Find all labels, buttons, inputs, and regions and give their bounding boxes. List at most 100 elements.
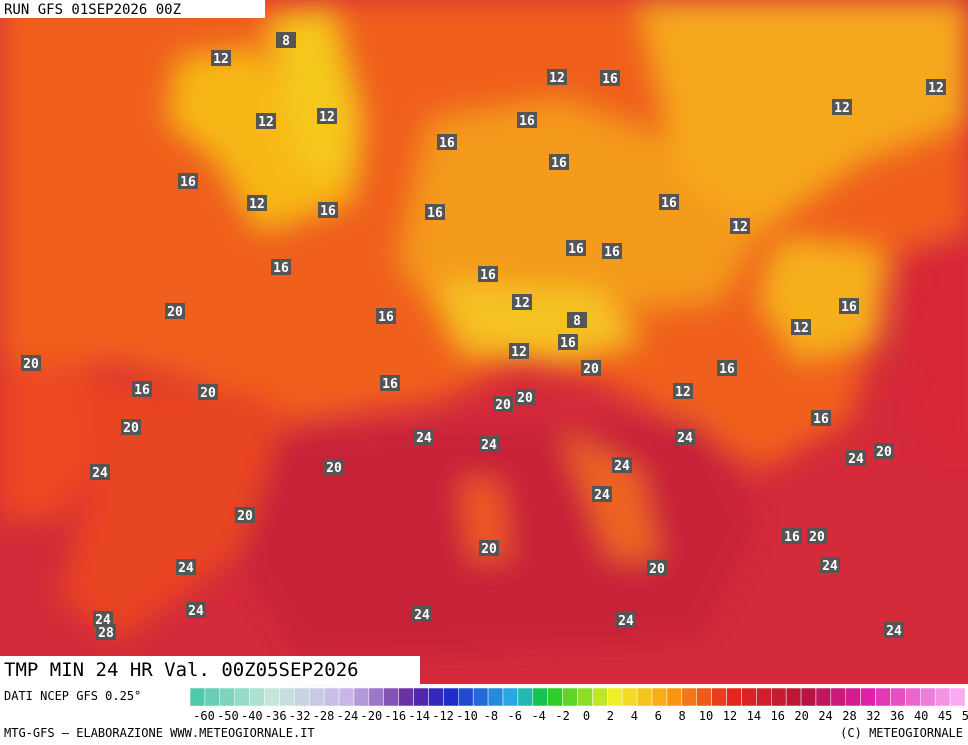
map-label: 16 xyxy=(719,362,735,377)
label-box xyxy=(493,396,513,412)
label-box xyxy=(884,622,904,638)
map-label: 16 xyxy=(604,245,620,260)
colorbar-swatch xyxy=(711,687,727,707)
label-box xyxy=(318,202,338,218)
colorbar-label: 8 xyxy=(679,709,686,723)
label-box xyxy=(811,410,831,426)
label-box xyxy=(782,528,802,544)
colorbar-swatch xyxy=(815,687,832,707)
map-label: 28 xyxy=(98,626,114,641)
colorbar-swatch xyxy=(592,687,608,707)
map-label: 24 xyxy=(822,559,838,574)
map-label: 12 xyxy=(213,52,229,67)
label-box xyxy=(186,602,206,618)
map-label: 12 xyxy=(511,345,527,360)
label-box xyxy=(509,343,529,359)
colorbar-label: -24 xyxy=(337,709,359,723)
colorbar-label: 36 xyxy=(890,709,904,723)
map-label: 16 xyxy=(427,206,443,221)
title-box xyxy=(0,656,420,684)
map-label: 20 xyxy=(495,398,511,413)
colorbar-label: -14 xyxy=(408,709,430,723)
map-label: 12 xyxy=(834,101,850,116)
map-label: 12 xyxy=(319,110,335,125)
label-box xyxy=(121,419,141,435)
colorbar-swatch xyxy=(398,687,414,707)
colorbar-swatch xyxy=(636,687,653,707)
colorbar-label: 40 xyxy=(914,709,928,723)
colorbar-swatch xyxy=(696,687,712,707)
label-box xyxy=(425,204,445,220)
map-label: 24 xyxy=(416,431,432,446)
colorbar-swatch xyxy=(830,687,847,707)
colorbar-swatch xyxy=(726,687,742,707)
colorbar-swatch xyxy=(875,687,891,707)
label-box xyxy=(846,450,866,466)
map-label: 24 xyxy=(618,614,634,629)
label-box xyxy=(600,70,620,86)
map-label: 12 xyxy=(675,385,691,400)
colorbar-swatch xyxy=(443,687,459,707)
colorbar-label: -10 xyxy=(456,709,478,723)
map-label: 16 xyxy=(378,310,394,325)
colorbar-label: -28 xyxy=(313,709,335,723)
colorbar-swatch xyxy=(353,687,370,707)
label-box xyxy=(276,32,296,48)
map-label: 16 xyxy=(661,196,677,211)
label-box xyxy=(96,624,116,640)
colorbar-swatch xyxy=(472,687,489,707)
colorbar-swatch xyxy=(934,687,951,707)
label-box xyxy=(256,113,276,129)
colorbar-label: -8 xyxy=(484,709,498,723)
colorbar-label: -32 xyxy=(289,709,311,723)
label-box xyxy=(376,308,396,324)
colorbar-swatch xyxy=(771,687,787,707)
label-box xyxy=(515,389,535,405)
label-box xyxy=(612,457,632,473)
colorbar-label: 4 xyxy=(631,709,638,723)
map-label: 16 xyxy=(273,261,289,276)
colorbar-label: 0 xyxy=(583,709,590,723)
colorbar-swatch xyxy=(189,687,206,707)
colorbar-swatch xyxy=(517,687,534,707)
colorbar-label: -4 xyxy=(531,709,545,723)
map-label: 24 xyxy=(886,624,902,639)
label-box xyxy=(616,612,636,628)
label-box xyxy=(479,540,499,556)
run-label: RUN GFS 01SEP2026 00Z xyxy=(4,2,181,18)
map-label: 24 xyxy=(481,438,497,453)
label-box xyxy=(602,243,622,259)
map-label: 16 xyxy=(439,136,455,151)
map-label: 20 xyxy=(481,542,497,557)
colorbar-swatch xyxy=(681,687,697,707)
colorbar-label: 14 xyxy=(747,709,761,723)
map-label: 24 xyxy=(614,459,630,474)
label-box xyxy=(547,69,567,85)
label-box xyxy=(178,173,198,189)
label-box xyxy=(198,384,218,400)
label-box xyxy=(566,240,586,256)
colorbar-label: 16 xyxy=(771,709,785,723)
map-label: 16 xyxy=(602,72,618,87)
label-box xyxy=(176,559,196,575)
label-box xyxy=(567,312,587,328)
label-box xyxy=(807,528,827,544)
label-box xyxy=(235,507,255,523)
colorbar-label: -20 xyxy=(361,709,383,723)
colorbar-label: 20 xyxy=(794,709,808,723)
label-box xyxy=(791,319,811,335)
colorbar-swatch xyxy=(845,687,861,707)
label-box xyxy=(549,154,569,170)
map-label: 20 xyxy=(237,509,253,524)
colorbar-swatch xyxy=(383,687,399,707)
colorbar-swatch xyxy=(860,687,876,707)
colorbar-swatch xyxy=(204,687,221,707)
map-label: 24 xyxy=(414,608,430,623)
label-box xyxy=(839,298,859,314)
label-box xyxy=(132,381,152,397)
colorbar-label: -36 xyxy=(265,709,287,723)
colorbar-swatch xyxy=(562,687,578,707)
colorbar-label: 12 xyxy=(723,709,737,723)
label-box xyxy=(324,459,344,475)
